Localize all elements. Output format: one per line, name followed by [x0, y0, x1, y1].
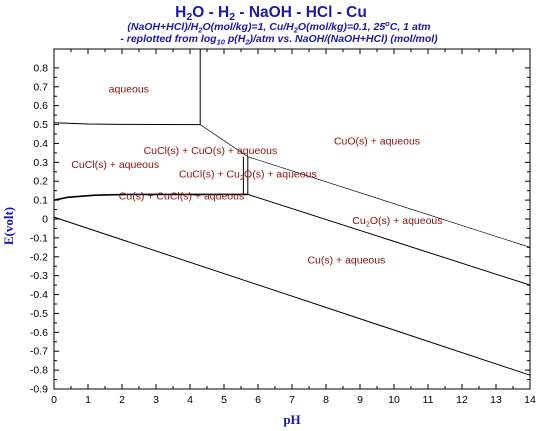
x-tick-label: 7 — [289, 394, 295, 406]
x-tick-label: 6 — [255, 394, 261, 406]
x-tick-label: 8 — [323, 394, 329, 406]
y-tick-label: -0.6 — [30, 327, 48, 339]
plot-frame — [53, 48, 531, 390]
y-tick-label: 0 — [42, 214, 48, 226]
x-tick-label: 12 — [456, 394, 468, 406]
chart-subtitle-1: (NaOH+HCl)/H2O(mol/kg)=1, Cu/H2O(mol/kg)… — [127, 19, 430, 35]
y-tick-label: -0.5 — [30, 308, 48, 320]
x-tick-label: 13 — [490, 394, 502, 406]
boundary-line-1 — [53, 216, 531, 376]
y-tick-label: 0.3 — [33, 157, 48, 169]
x-tick-label: 14 — [524, 394, 536, 406]
x-tick-label: 10 — [388, 394, 400, 406]
y-axis-label: E(volt) — [1, 207, 16, 245]
region-label-7: Cu2O(s) + aqueous — [352, 215, 442, 229]
region-label-3: CuCl(s) + aqueous — [71, 159, 159, 171]
x-axis-label: pH — [283, 412, 300, 427]
y-tick-label: -0.4 — [30, 289, 48, 301]
boundary-line-4 — [53, 122, 201, 126]
y-axis-ticks: 0.8 0.7 0.6 0.5 0.4 0.3 0.2 0.1 0 -0.1 -0.2 -0.3 -0.… — [30, 62, 530, 396]
x-tick-label: 11 — [423, 394, 434, 406]
x-tick-label: 3 — [153, 394, 159, 406]
boundary-line-6 — [53, 193, 248, 201]
y-tick-label: 0.5 — [33, 119, 48, 131]
region-label-5: Cu(s) + CuCl(s) + aqueous — [119, 190, 244, 202]
boundary-lines — [53, 49, 531, 376]
y-tick-label: 0.1 — [33, 195, 48, 207]
y-tick-label: -0.7 — [30, 346, 48, 358]
y-tick-label: 0.7 — [33, 81, 48, 93]
y-tick-label: -0.1 — [30, 232, 48, 244]
y-tick-label: 0.6 — [33, 100, 48, 112]
y-tick-label: -0.8 — [30, 365, 48, 377]
x-tick-label: 1 — [85, 394, 91, 406]
chart-subtitle-2: - replotted from log10 p(H2)/atm vs. NaO… — [120, 33, 438, 47]
y-tick-label: 0.8 — [33, 62, 48, 74]
x-tick-label: 5 — [221, 394, 227, 406]
y-tick-label: -0.2 — [30, 251, 48, 263]
chart-title: H2O - H2 - NaOH - HCl - Cu — [175, 4, 367, 23]
y-tick-label: -0.9 — [30, 384, 48, 396]
y-tick-label: 0.4 — [33, 138, 48, 150]
x-tick-label: 9 — [357, 394, 363, 406]
x-tick-label: 4 — [187, 394, 193, 406]
x-tick-label: 0 — [51, 394, 57, 406]
y-tick-label: 0.2 — [33, 176, 48, 188]
region-label-6: CuO(s) + aqueous — [334, 136, 420, 148]
x-tick-label: 2 — [119, 394, 125, 406]
region-label-2: CuCl(s) + CuO(s) + aqueous — [144, 145, 278, 157]
region-labels: aqueous CuCl(s) + CuO(s) + aqueous CuCl(s)… — [71, 84, 442, 267]
y-tick-label: -0.3 — [30, 270, 48, 282]
boundary-line-3 — [247, 193, 531, 286]
region-label-8: Cu(s) + aqueous — [307, 255, 385, 267]
x-axis-ticks: 0 1 2 3 4 5 6 7 8 9 10 11 12 13 14 — [51, 49, 536, 406]
region-label-4: CuCl(s) + Cu2O(s) + aqueous — [179, 169, 317, 183]
region-label-1: aqueous — [109, 84, 149, 96]
